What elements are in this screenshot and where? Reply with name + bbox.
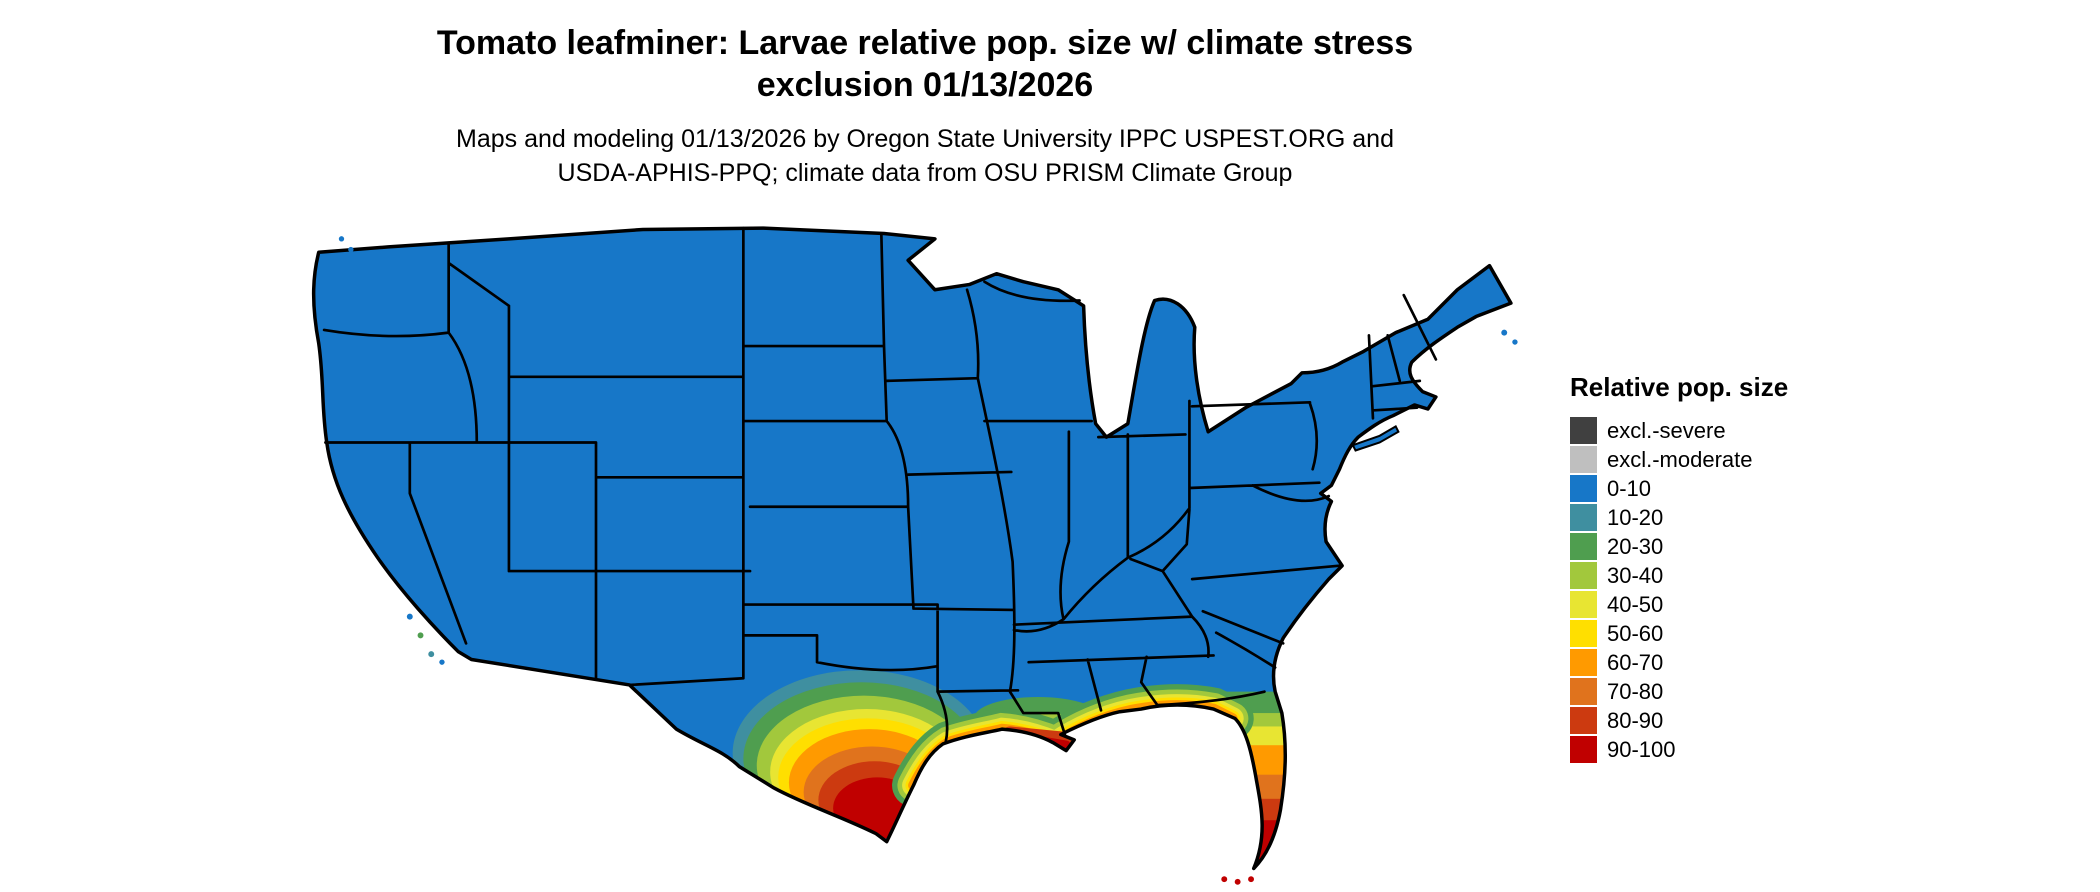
- legend-item: excl.-moderate: [1570, 446, 1788, 473]
- legend-swatch: [1570, 475, 1597, 502]
- legend-label: 70-80: [1607, 678, 1664, 704]
- title-line-1: Tomato leafminer: Larvae relative pop. s…: [436, 24, 1414, 62]
- legend-swatch: [1570, 678, 1597, 705]
- florida-keys-dot: [1248, 876, 1254, 883]
- legend: Relative pop. size excl.-severe excl.-mod…: [1570, 372, 1788, 765]
- legend-item: 40-50: [1570, 591, 1788, 618]
- florida-keys-dot: [1234, 878, 1241, 885]
- legend-item: 90-100: [1570, 736, 1788, 763]
- florida-band-80-90: [1125, 798, 1313, 823]
- heat-overlay-texas: [732, 670, 988, 839]
- island-dot: [348, 246, 354, 253]
- island-dot: [428, 651, 435, 658]
- legend-title: Relative pop. size: [1570, 372, 1789, 402]
- legend-item: 0-10: [1570, 475, 1788, 502]
- legend-swatch: [1570, 417, 1597, 444]
- island-dot: [1501, 329, 1508, 336]
- island-dot: [439, 659, 445, 665]
- title-line-2: exclusion 01/13/2026: [756, 66, 1094, 104]
- offshore-islands: [338, 236, 1518, 885]
- us-map: [308, 220, 1527, 890]
- legend-label: 60-70: [1607, 649, 1664, 675]
- legend-swatch: [1570, 562, 1597, 589]
- legend-item: 30-40: [1570, 562, 1788, 589]
- state-borders: [322, 226, 1438, 744]
- legend-label: 50-60: [1607, 620, 1664, 646]
- legend-item: 70-80: [1570, 678, 1788, 705]
- legend-swatch: [1570, 736, 1597, 763]
- legend-rows: excl.-severe excl.-moderate 0-10 10-20 20-30…: [1570, 417, 1788, 763]
- legend-swatch: [1570, 446, 1597, 473]
- heat-overlay-gulf-coast: [892, 684, 1254, 807]
- legend-item: 60-70: [1570, 649, 1788, 676]
- legend-swatch: [1570, 649, 1597, 676]
- legend-swatch: [1570, 620, 1597, 647]
- us-map-svg: [311, 226, 1518, 885]
- page-title: Tomato leafminer: Larvae relative pop. s…: [115, 22, 1735, 106]
- legend-label: 40-50: [1607, 591, 1664, 617]
- legend-label: excl.-moderate: [1607, 446, 1753, 472]
- island-dot: [1512, 339, 1518, 345]
- legend-item: 80-90: [1570, 707, 1788, 734]
- island-dot: [417, 632, 424, 639]
- legend-item: 10-20: [1570, 504, 1788, 531]
- subtitle: Maps and modeling 01/13/2026 by Oregon S…: [115, 122, 1735, 190]
- legend-label: excl.-severe: [1607, 417, 1726, 443]
- subtitle-line-2: USDA-APHIS-PPQ; climate data from OSU PR…: [557, 159, 1293, 187]
- legend-swatch: [1570, 591, 1597, 618]
- island-dot: [338, 236, 345, 242]
- legend-label: 10-20: [1607, 504, 1664, 530]
- legend-item: 50-60: [1570, 620, 1788, 647]
- legend-label: 0-10: [1607, 475, 1652, 501]
- legend-label: 80-90: [1607, 707, 1664, 733]
- legend-swatch: [1570, 533, 1597, 560]
- legend-swatch: [1570, 707, 1597, 734]
- legend-label: 30-40: [1607, 562, 1664, 588]
- legend-swatch: [1570, 504, 1597, 531]
- long-island: [1351, 424, 1400, 452]
- legend-item: 20-30: [1570, 533, 1788, 560]
- legend-label: 20-30: [1607, 533, 1664, 559]
- subtitle-line-1: Maps and modeling 01/13/2026 by Oregon S…: [456, 125, 1394, 153]
- florida-keys-dot: [1221, 876, 1228, 883]
- legend-item: excl.-severe: [1570, 417, 1788, 444]
- island-dot: [406, 613, 413, 620]
- legend-label: 90-100: [1607, 736, 1676, 762]
- florida-band-90-100: [1125, 820, 1313, 869]
- us-outline: [311, 226, 1513, 871]
